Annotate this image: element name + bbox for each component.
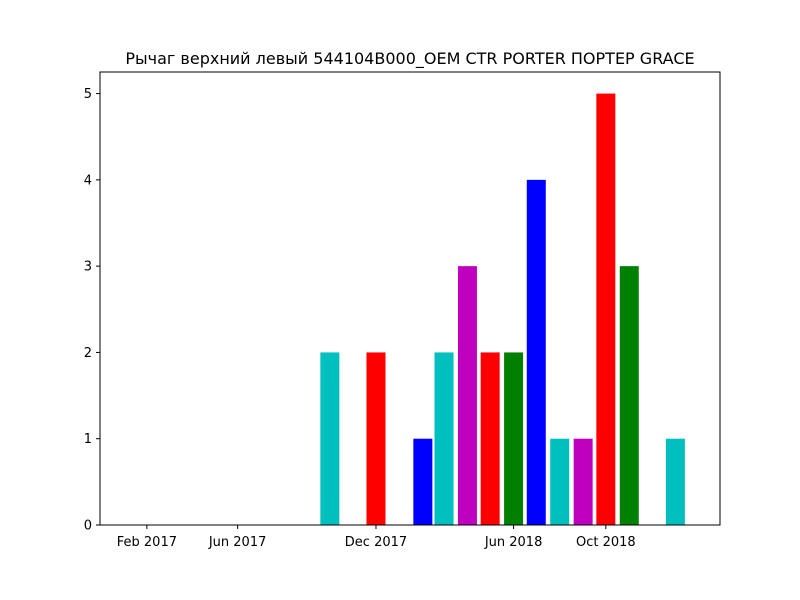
bar <box>366 352 386 525</box>
bars-group <box>320 93 685 526</box>
bar <box>526 179 546 526</box>
y-tick-label: 2 <box>84 346 92 361</box>
y-tick-label: 4 <box>84 173 92 188</box>
bar <box>413 438 433 525</box>
x-tick-label: Jun 2018 <box>484 535 543 550</box>
bar <box>504 352 524 525</box>
y-axis: 0 1 2 3 4 5 <box>84 87 100 534</box>
bar <box>434 352 454 525</box>
chart-title: Рычаг верхний левый 544104B000_OEM CTR P… <box>125 49 694 69</box>
y-tick-label: 0 <box>84 519 92 534</box>
x-tick-label: Feb 2017 <box>117 535 177 550</box>
x-tick-label: Oct 2018 <box>576 535 636 550</box>
bar <box>596 93 616 525</box>
bar <box>619 266 639 525</box>
y-tick-label: 1 <box>84 432 92 447</box>
bar <box>665 438 685 525</box>
plot-frame <box>99 71 721 526</box>
x-tick-label: Jun 2017 <box>208 535 267 550</box>
x-tick-label: Dec 2017 <box>345 535 407 550</box>
y-tick-label: 3 <box>84 260 92 275</box>
x-axis: Feb 2017 Jun 2017 Dec 2017 Jun 2018 Oct 2018 <box>117 525 636 550</box>
bar <box>573 438 593 525</box>
bar <box>457 266 477 525</box>
bar <box>320 352 340 525</box>
bar <box>480 352 500 525</box>
bar <box>550 438 570 525</box>
y-tick-label: 5 <box>84 87 92 102</box>
